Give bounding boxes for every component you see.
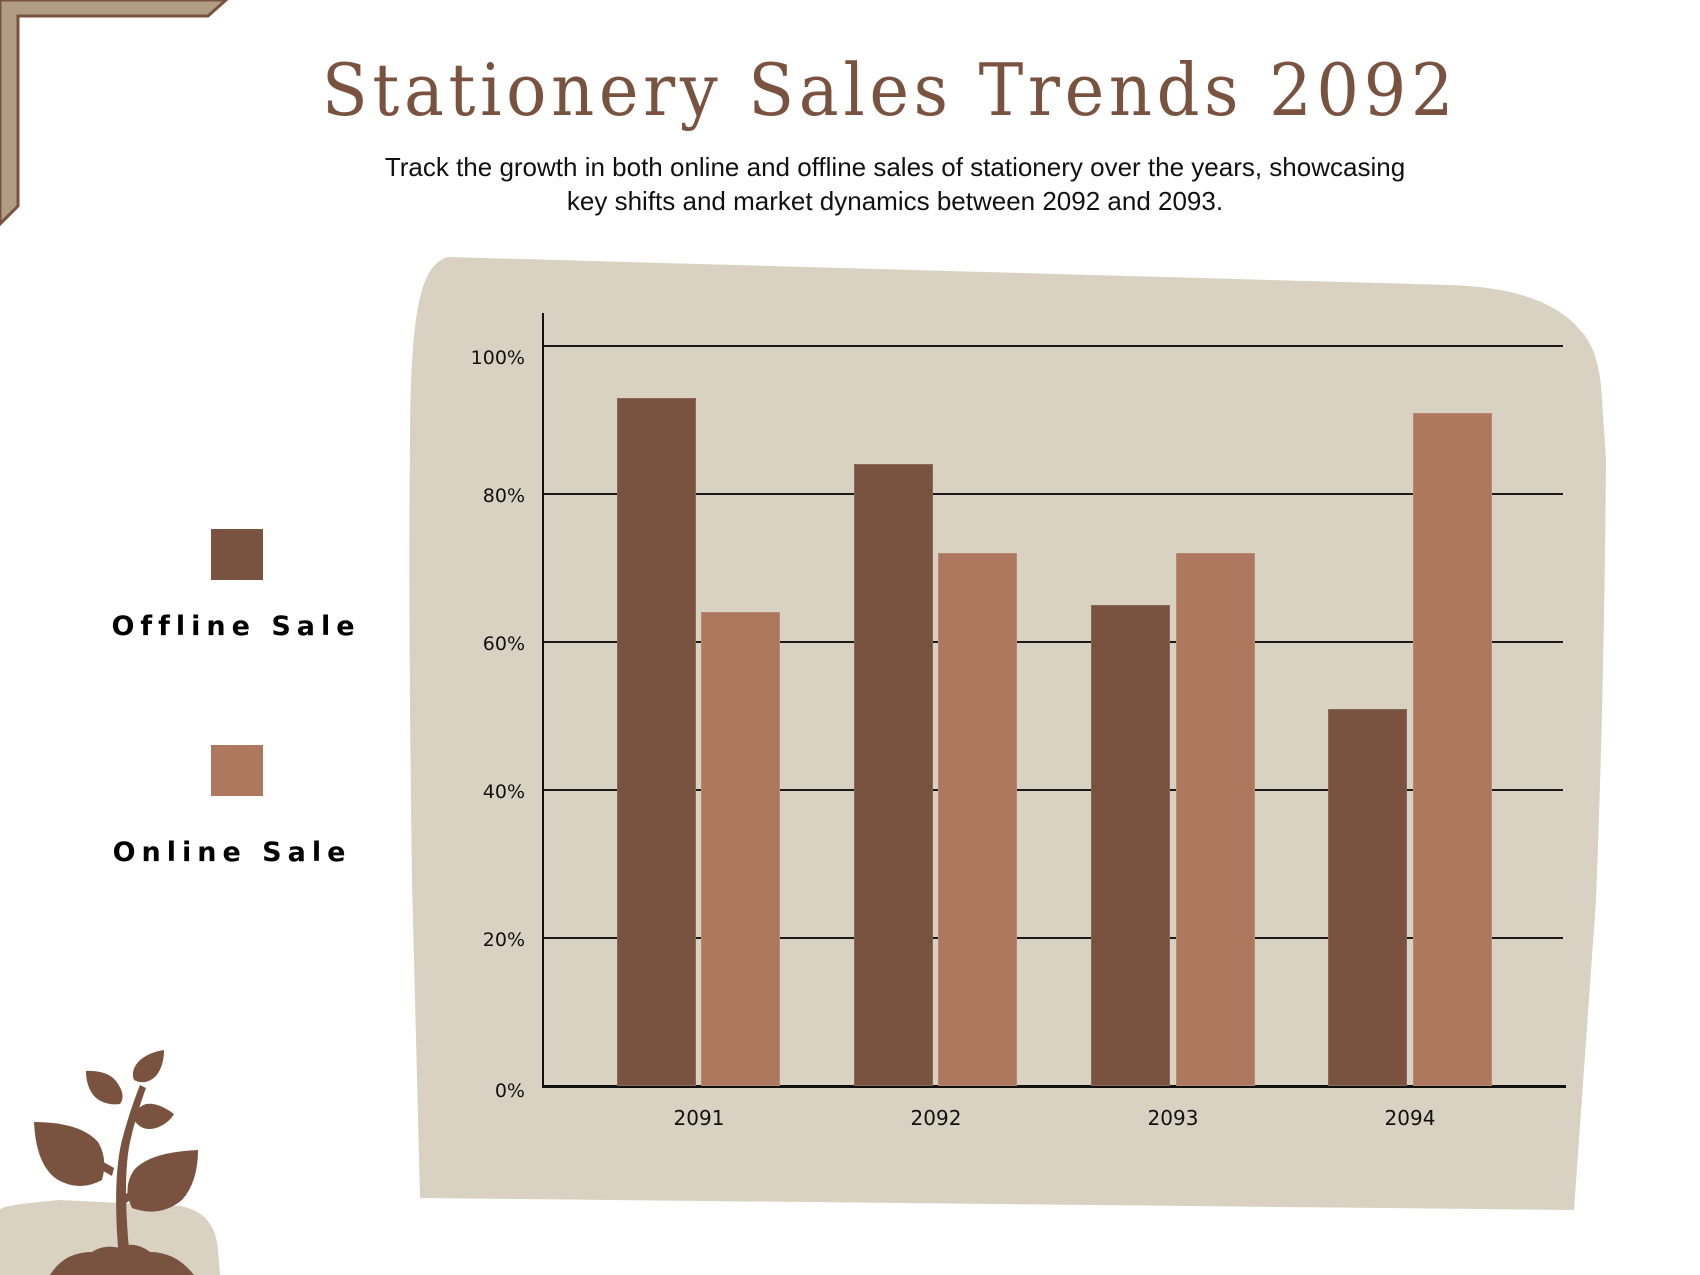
gridline <box>543 937 1563 939</box>
bar-online-2092 <box>938 553 1017 1086</box>
x-axis-tick-label: 2092 <box>910 1106 962 1130</box>
bar-offline-2093 <box>1091 605 1170 1086</box>
y-axis-tick-label: 60% <box>482 633 525 655</box>
x-axis-tick-label: 2093 <box>1147 1106 1199 1130</box>
bar-offline-2091 <box>617 398 696 1086</box>
subtitle-line-2: key shifts and market dynamics between 2… <box>566 186 1224 216</box>
x-axis-tick-label: 2091 <box>673 1106 725 1130</box>
x-axis-line <box>542 1085 1566 1088</box>
gridline <box>543 493 1563 495</box>
bar-offline-2092 <box>854 464 933 1086</box>
plant-decoration <box>0 1050 220 1275</box>
bar-online-2091 <box>701 612 780 1086</box>
legend-swatch-offline <box>211 529 263 580</box>
legend-label-online: Online Sale <box>112 837 352 868</box>
y-axis-tick-label: 80% <box>482 485 525 507</box>
y-axis-tick-label: 0% <box>494 1080 525 1102</box>
x-axis-tick-label: 2094 <box>1384 1106 1436 1130</box>
y-axis-tick-label: 100% <box>470 347 525 369</box>
gridline <box>543 345 1563 347</box>
y-axis-tick-label: 20% <box>482 929 525 951</box>
bar-online-2094 <box>1413 413 1492 1086</box>
page-title: Stationery Sales Trends 2092 <box>321 48 1459 132</box>
y-axis-line <box>542 313 544 1088</box>
corner-frame-decoration <box>0 0 229 227</box>
page-subtitle: Track the growth in both online and offl… <box>320 150 1470 218</box>
gridline <box>543 641 1563 643</box>
subtitle-line-1: Track the growth in both online and offl… <box>384 152 1406 182</box>
legend-label-offline: Offline Sale <box>111 611 361 642</box>
legend-swatch-online <box>211 745 263 796</box>
bar-offline-2094 <box>1328 709 1407 1086</box>
bar-online-2093 <box>1176 553 1255 1086</box>
gridline <box>543 789 1563 791</box>
sprout-icon <box>34 1050 198 1275</box>
y-axis-tick-label: 40% <box>482 781 525 803</box>
